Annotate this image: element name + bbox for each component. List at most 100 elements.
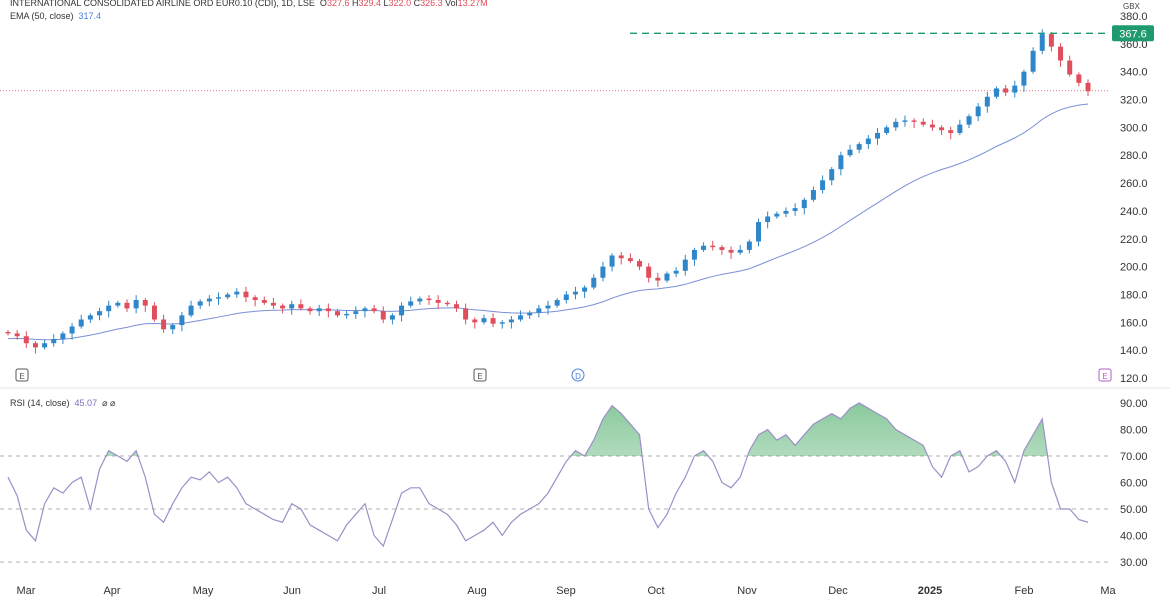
candle-body <box>1039 34 1045 51</box>
high-price-badge <box>1112 25 1154 42</box>
candle-body <box>389 315 395 320</box>
ema-label: EMA (50, close) <box>10 11 74 21</box>
candle-body <box>701 245 707 250</box>
candle-body <box>51 339 57 344</box>
candle-body <box>334 311 340 316</box>
rsi-axis-tick: 60.00 <box>1120 478 1148 490</box>
candle-body <box>161 319 167 330</box>
candle-body <box>453 304 459 309</box>
time-axis-tick: 2025 <box>918 585 942 597</box>
event-marker-label: E <box>19 372 24 381</box>
candle-body <box>984 96 990 107</box>
time-axis-tick: Nov <box>737 585 757 597</box>
candle-body <box>1003 88 1009 93</box>
candle-body <box>746 241 752 250</box>
candle-body <box>243 291 249 298</box>
candle-body <box>810 190 816 200</box>
candle-body <box>225 294 231 298</box>
candle-body <box>929 124 935 128</box>
candle-body <box>206 298 212 302</box>
candle-body <box>280 305 286 309</box>
candle-body <box>966 116 972 125</box>
candle-body <box>298 304 304 309</box>
price-axis-tick: 220.0 <box>1120 234 1148 246</box>
candle-body <box>627 258 633 262</box>
candle-body <box>197 301 203 306</box>
candle-body <box>133 300 139 309</box>
volume-value: 13.27M <box>457 0 488 8</box>
candle-body <box>993 88 999 97</box>
candle-body <box>463 308 469 320</box>
candle-body <box>307 308 313 312</box>
candle-body <box>655 277 661 281</box>
candle-body <box>545 305 551 309</box>
candle-body <box>179 315 185 326</box>
candle-body <box>234 291 240 295</box>
candle-body <box>325 308 331 312</box>
event-marker <box>571 368 585 382</box>
candle-body <box>765 216 771 223</box>
candle-body <box>1012 85 1018 93</box>
candle-body <box>417 298 423 302</box>
candle-body <box>691 249 697 260</box>
event-marker-label: E <box>477 372 482 381</box>
high-value: 329.4 <box>358 0 382 8</box>
candle-body <box>609 255 615 267</box>
symbol-name: INTERNATIONAL CONSOLIDATED AIRLINE ORD E… <box>10 0 315 8</box>
candle-body <box>618 255 624 259</box>
legend-ema[interactable]: EMA (50, close) 317.4 <box>10 11 101 21</box>
time-axis-tick: May <box>193 585 214 597</box>
candle-body <box>1085 82 1091 92</box>
candle-body <box>1067 60 1073 75</box>
candle-body <box>893 121 899 128</box>
candle-body <box>426 298 432 301</box>
candle-body <box>472 319 478 323</box>
price-axis-tick: 140.0 <box>1120 345 1148 357</box>
time-axis-tick: Jun <box>283 585 301 597</box>
price-axis-tick: 380.0 <box>1120 11 1148 23</box>
candle-body <box>32 343 38 348</box>
candle-body <box>719 247 725 250</box>
price-axis-tick: 200.0 <box>1120 262 1148 274</box>
time-axis-tick: Jul <box>372 585 386 597</box>
currency-label: GBX <box>1123 2 1141 11</box>
rsi-axis-tick: 80.00 <box>1120 425 1148 437</box>
candle-body <box>508 319 514 323</box>
candle-body <box>920 121 926 125</box>
price-axis-tick: 280.0 <box>1120 150 1148 162</box>
candle-body <box>884 127 890 133</box>
candle-body <box>344 313 350 316</box>
candle-body <box>902 120 908 122</box>
candle-body <box>911 120 917 122</box>
price-axis-tick: 260.0 <box>1120 178 1148 190</box>
candle-body <box>435 300 441 303</box>
legend-rsi[interactable]: RSI (14, close) 45.07 ⌀ ⌀ <box>10 398 115 409</box>
price-axis-tick: 300.0 <box>1120 122 1148 134</box>
candle-body <box>673 270 679 274</box>
candle-body <box>536 308 542 313</box>
price-axis-tick: 160.0 <box>1120 317 1148 329</box>
candle-body <box>60 333 66 340</box>
time-axis-tick: Oct <box>647 585 664 597</box>
candle-body <box>518 315 524 320</box>
price-axis-tick: 320.0 <box>1120 95 1148 107</box>
candle-body <box>490 318 496 324</box>
candle-body <box>481 318 487 323</box>
candle-body <box>646 266 652 278</box>
rsi-line <box>7 402 1089 548</box>
candle-body <box>216 297 222 299</box>
event-marker <box>1098 368 1112 382</box>
candle-body <box>783 210 789 214</box>
rsi-axis-tick: 90.00 <box>1120 398 1148 410</box>
candle-body <box>151 305 157 320</box>
candle-body <box>582 287 588 292</box>
time-axis-tick: Apr <box>103 585 120 597</box>
candle-body <box>5 332 11 334</box>
candle-body <box>97 311 103 316</box>
candle-body <box>829 169 835 181</box>
candle-body <box>371 308 377 312</box>
time-axis-tick: Feb <box>1015 585 1034 597</box>
candle-body <box>23 336 29 344</box>
